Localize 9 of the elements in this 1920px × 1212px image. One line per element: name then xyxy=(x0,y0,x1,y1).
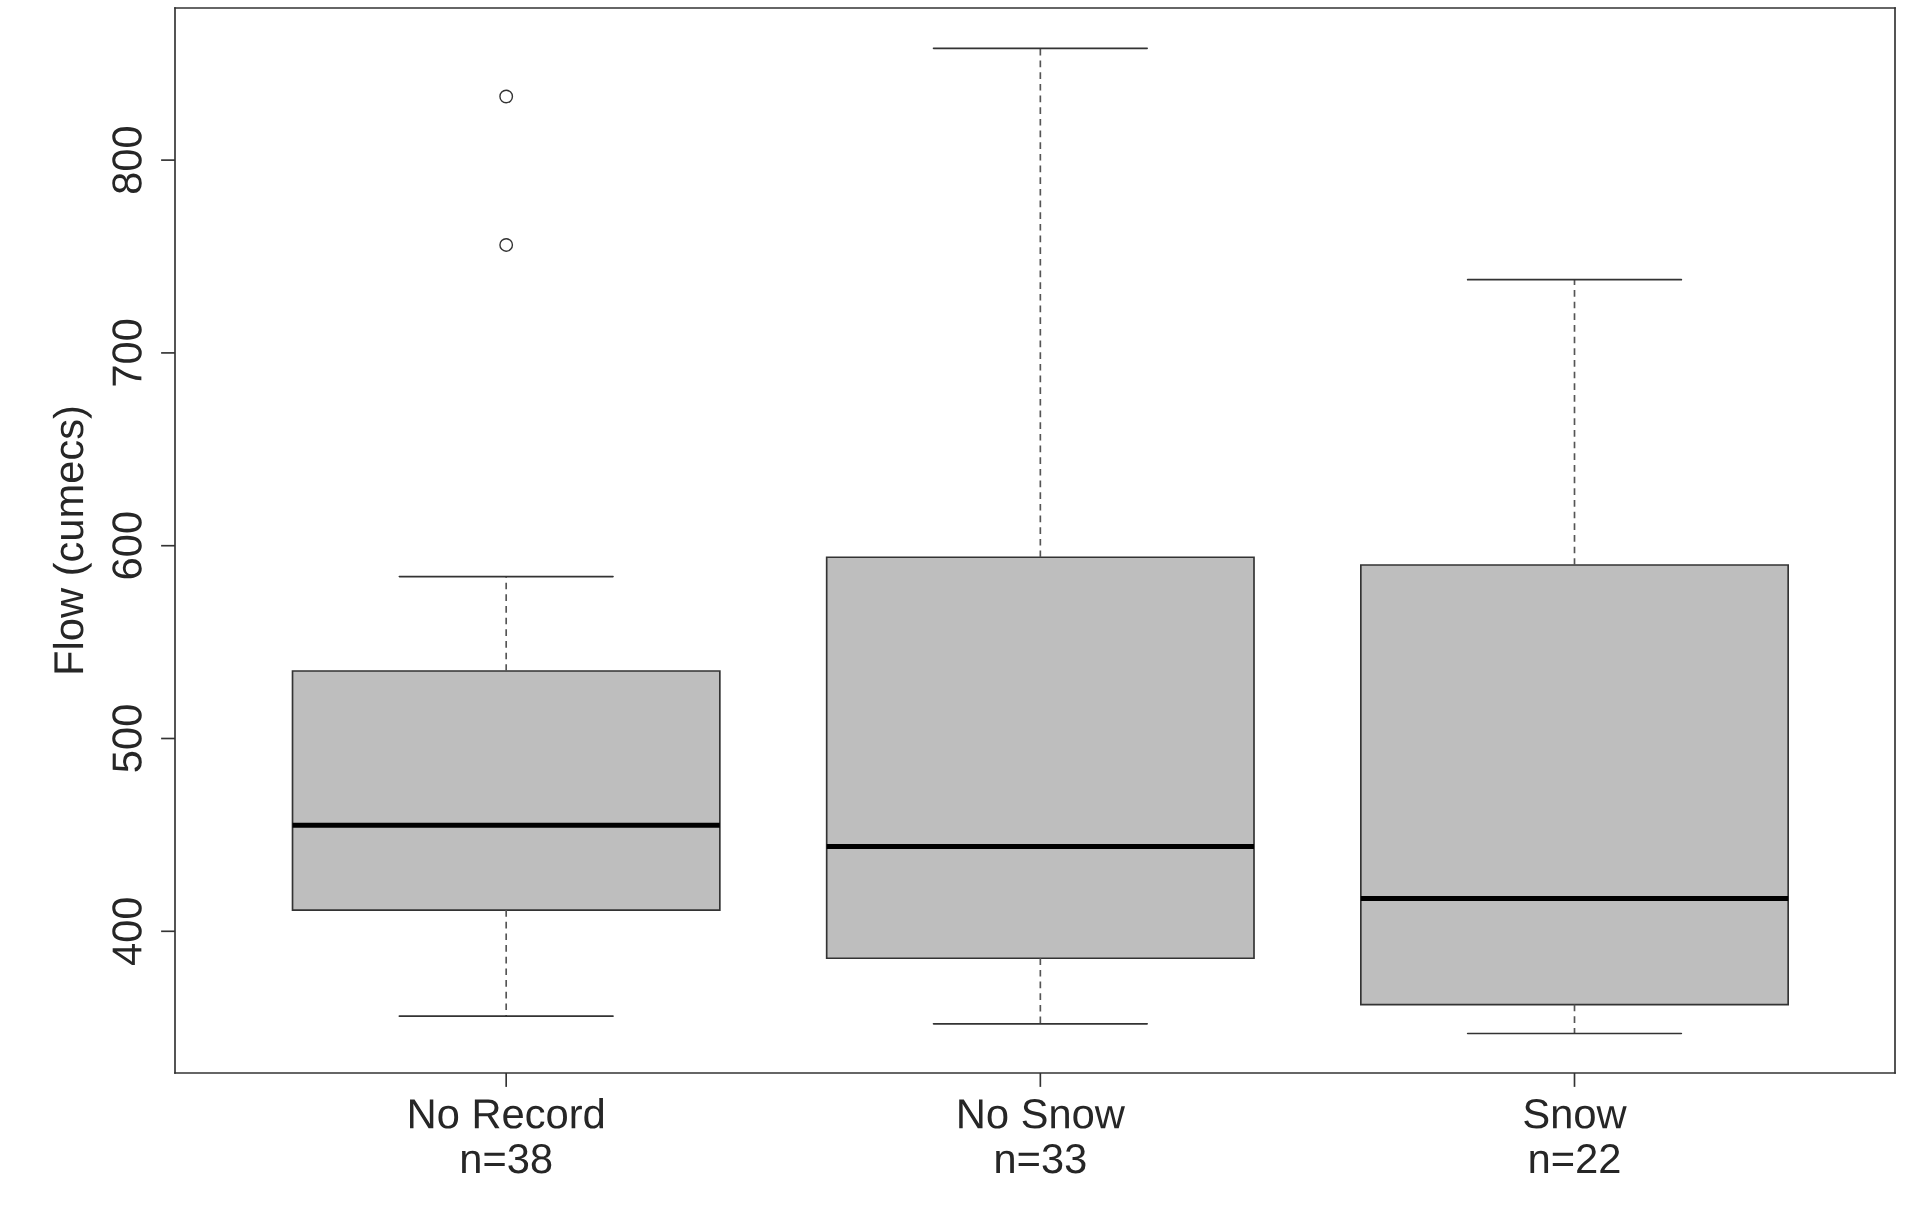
y-axis-title: Flow (cumecs) xyxy=(52,407,92,673)
x-tick-label: No Record n=38 xyxy=(410,1098,604,1174)
y-tick-label: 600 xyxy=(112,512,142,579)
y-tick-label: 700 xyxy=(112,319,142,386)
y-tick-label: 400 xyxy=(112,898,142,966)
y-tick-label: 500 xyxy=(112,705,142,772)
x-tick-label: Snow n=22 xyxy=(1524,1099,1627,1174)
x-tick-label: No Snow n=33 xyxy=(959,1099,1125,1174)
y-tick-label: 800 xyxy=(112,126,142,194)
